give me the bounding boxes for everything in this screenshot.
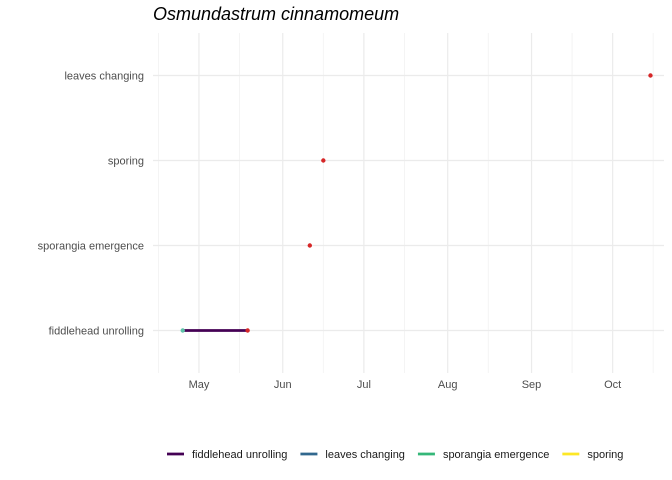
x-tick-label-jun: Jun — [274, 379, 292, 391]
x-tick-label-sep: Sep — [522, 379, 542, 391]
legend: fiddlehead unrolling leaves changing spora… — [167, 449, 623, 461]
series-point-2 — [307, 243, 313, 248]
y-tick-label-0: fiddlehead unrolling — [49, 326, 144, 338]
series-point-3 — [321, 158, 326, 163]
x-tick-label-may: May — [189, 379, 210, 391]
legend-label-1: leaves changing — [325, 449, 405, 461]
y-tick-label-3: leaves changing — [64, 71, 144, 83]
series-end-point-0 — [245, 328, 250, 333]
series-start-point-0 — [180, 328, 185, 333]
x-tick-label-jul: Jul — [357, 379, 371, 391]
x-tick-label-oct: Oct — [604, 379, 621, 391]
x-tick-label-aug: Aug — [438, 379, 458, 391]
minor-gridlines — [158, 33, 654, 373]
y-tick-labels: fiddlehead unrolling sporangia emergence s… — [38, 71, 144, 338]
y-tick-label-1: sporangia emergence — [38, 241, 144, 253]
legend-label-3: sporing — [587, 449, 623, 461]
chart-title: Osmundastrum cinnamomeum — [153, 4, 399, 24]
legend-label-2: sporangia emergence — [443, 449, 549, 461]
data-marks — [180, 73, 653, 333]
major-gridlines — [153, 33, 664, 373]
y-tick-label-2: sporing — [108, 156, 144, 168]
series-point-1 — [648, 73, 653, 78]
x-tick-labels: May Jun Jul Aug Sep Oct — [189, 379, 622, 391]
legend-label-0: fiddlehead unrolling — [192, 449, 287, 461]
